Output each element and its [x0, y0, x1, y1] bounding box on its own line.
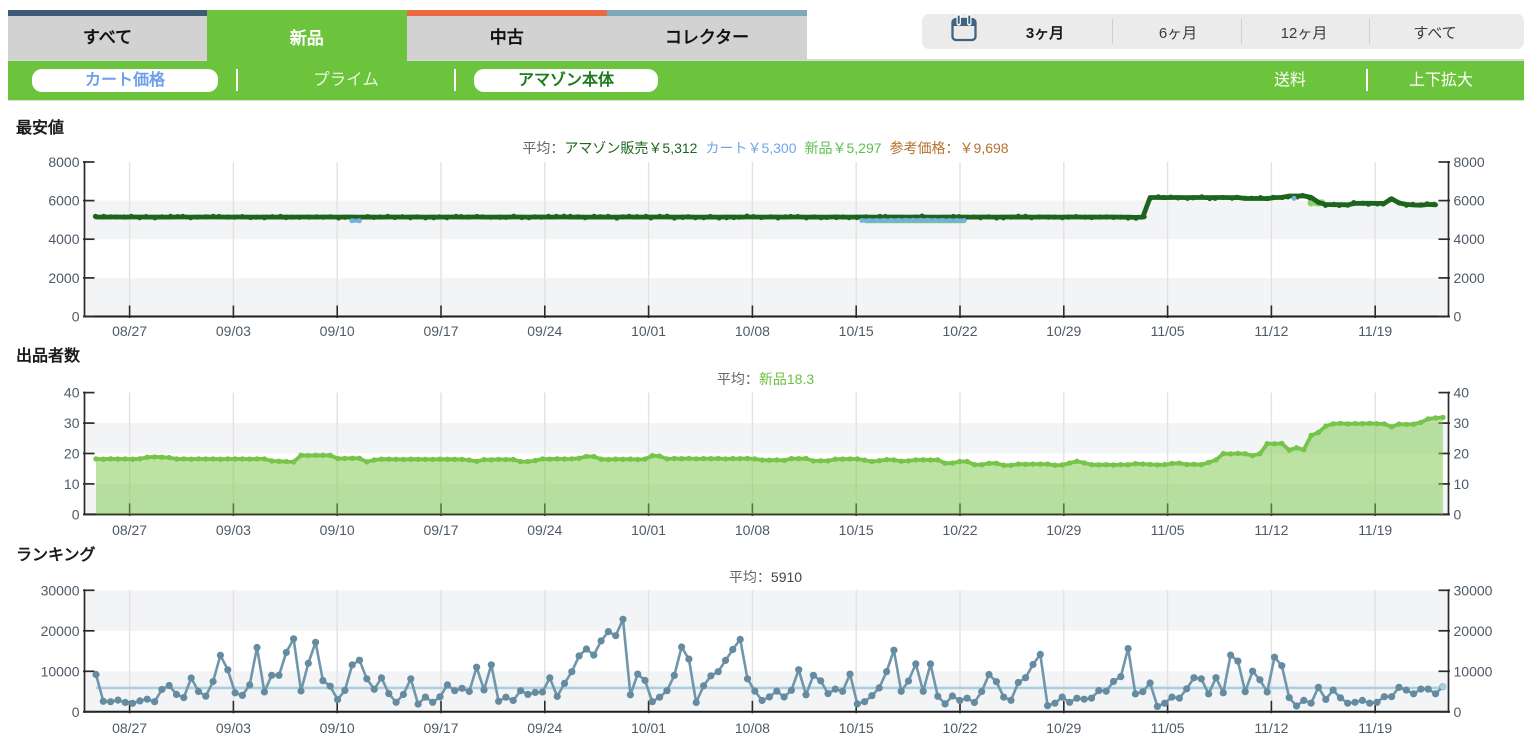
svg-text:8000: 8000	[1454, 154, 1485, 170]
svg-text:0: 0	[1454, 506, 1462, 522]
svg-text:0: 0	[72, 309, 80, 325]
svg-text:11/19: 11/19	[1358, 720, 1392, 736]
svg-text:20000: 20000	[41, 623, 80, 639]
svg-text:11/05: 11/05	[1151, 323, 1185, 339]
svg-text:6000: 6000	[48, 193, 79, 209]
svg-text:6000: 6000	[1454, 193, 1485, 209]
svg-text:11/12: 11/12	[1254, 720, 1288, 736]
svg-text:09/10: 09/10	[320, 522, 355, 538]
svg-text:11/05: 11/05	[1151, 522, 1185, 538]
svg-text:平均：新品18.3: 平均：新品18.3	[717, 371, 814, 387]
svg-text:2000: 2000	[48, 270, 79, 286]
svg-text:平均：5910: 平均：5910	[729, 569, 802, 585]
svg-text:10/08: 10/08	[735, 720, 770, 736]
svg-text:09/24: 09/24	[527, 522, 562, 538]
svg-text:4000: 4000	[48, 231, 79, 247]
svg-text:10/22: 10/22	[942, 522, 977, 538]
svg-text:10/29: 10/29	[1046, 522, 1081, 538]
svg-text:09/24: 09/24	[527, 323, 562, 339]
svg-text:2000: 2000	[1454, 270, 1485, 286]
svg-text:0: 0	[72, 506, 80, 522]
svg-text:40: 40	[1454, 385, 1470, 401]
svg-text:0: 0	[1454, 309, 1462, 325]
svg-text:09/17: 09/17	[423, 720, 458, 736]
svg-text:11/12: 11/12	[1254, 522, 1288, 538]
svg-text:出品者数: 出品者数	[16, 346, 81, 365]
svg-text:09/03: 09/03	[216, 720, 251, 736]
svg-text:11/12: 11/12	[1254, 323, 1288, 339]
svg-text:08/27: 08/27	[112, 323, 147, 339]
svg-text:4000: 4000	[1454, 231, 1485, 247]
svg-text:08/27: 08/27	[112, 522, 147, 538]
svg-text:ランキング: ランキング	[16, 545, 96, 564]
svg-text:08/27: 08/27	[112, 720, 147, 736]
svg-text:20000: 20000	[1454, 623, 1493, 639]
svg-text:10/01: 10/01	[631, 323, 666, 339]
svg-text:10/08: 10/08	[735, 323, 770, 339]
svg-text:10/15: 10/15	[839, 720, 874, 736]
svg-text:20: 20	[1454, 446, 1470, 462]
svg-text:30: 30	[1454, 415, 1470, 431]
svg-text:30: 30	[64, 415, 80, 431]
svg-text:11/19: 11/19	[1358, 522, 1392, 538]
svg-text:10: 10	[64, 476, 80, 492]
svg-text:40: 40	[64, 385, 80, 401]
svg-text:0: 0	[72, 704, 80, 720]
svg-text:09/10: 09/10	[320, 720, 355, 736]
svg-text:10/01: 10/01	[631, 720, 666, 736]
svg-text:11/05: 11/05	[1151, 720, 1185, 736]
svg-text:最安値: 最安値	[16, 118, 64, 137]
svg-text:30000: 30000	[1454, 582, 1493, 598]
svg-text:8000: 8000	[48, 154, 79, 170]
svg-text:10/29: 10/29	[1046, 720, 1081, 736]
svg-text:10/15: 10/15	[839, 522, 874, 538]
svg-text:0: 0	[1454, 704, 1462, 720]
svg-text:10/22: 10/22	[942, 720, 977, 736]
svg-text:09/10: 09/10	[320, 323, 355, 339]
svg-text:20: 20	[64, 446, 80, 462]
svg-text:10/29: 10/29	[1046, 323, 1081, 339]
svg-text:09/24: 09/24	[527, 720, 562, 736]
svg-text:09/17: 09/17	[423, 522, 458, 538]
svg-text:09/03: 09/03	[216, 323, 251, 339]
svg-text:10/15: 10/15	[839, 323, 874, 339]
svg-text:10/01: 10/01	[631, 522, 666, 538]
svg-text:10: 10	[1454, 476, 1470, 492]
svg-text:11/19: 11/19	[1358, 323, 1392, 339]
svg-text:10/08: 10/08	[735, 522, 770, 538]
svg-text:30000: 30000	[41, 582, 80, 598]
svg-text:10000: 10000	[41, 663, 80, 679]
svg-text:09/03: 09/03	[216, 522, 251, 538]
svg-text:10000: 10000	[1454, 663, 1493, 679]
svg-text:10/22: 10/22	[942, 323, 977, 339]
svg-text:09/17: 09/17	[423, 323, 458, 339]
